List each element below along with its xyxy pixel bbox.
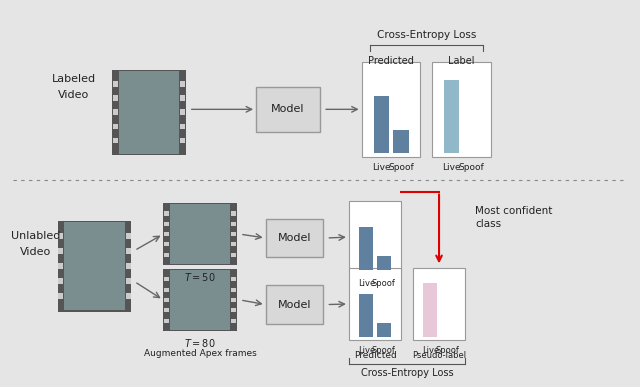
Text: Spoof: Spoof: [458, 163, 484, 171]
FancyBboxPatch shape: [163, 203, 237, 265]
Text: Video: Video: [58, 90, 89, 100]
FancyBboxPatch shape: [424, 283, 437, 337]
Text: Cross-Entropy Loss: Cross-Entropy Loss: [361, 368, 453, 378]
FancyBboxPatch shape: [164, 211, 169, 216]
FancyBboxPatch shape: [362, 62, 420, 157]
FancyBboxPatch shape: [231, 211, 236, 216]
Text: Unlabled: Unlabled: [10, 231, 60, 241]
FancyBboxPatch shape: [125, 278, 131, 284]
FancyBboxPatch shape: [64, 222, 125, 310]
FancyBboxPatch shape: [231, 253, 236, 257]
FancyBboxPatch shape: [180, 110, 185, 115]
FancyBboxPatch shape: [231, 319, 236, 323]
FancyBboxPatch shape: [125, 263, 131, 269]
FancyBboxPatch shape: [170, 204, 230, 264]
FancyBboxPatch shape: [58, 248, 63, 254]
FancyBboxPatch shape: [164, 253, 169, 257]
Text: Live: Live: [358, 346, 375, 354]
Text: Live: Live: [442, 163, 461, 171]
FancyBboxPatch shape: [180, 81, 185, 87]
Text: Live: Live: [422, 346, 439, 354]
FancyBboxPatch shape: [170, 270, 230, 330]
FancyBboxPatch shape: [360, 294, 373, 337]
FancyBboxPatch shape: [164, 319, 169, 323]
Text: Model: Model: [278, 233, 311, 243]
FancyBboxPatch shape: [112, 70, 186, 155]
Text: Live: Live: [358, 279, 375, 288]
Text: Label: Label: [448, 56, 475, 66]
FancyBboxPatch shape: [164, 288, 169, 292]
FancyBboxPatch shape: [266, 285, 323, 324]
Text: Model: Model: [278, 300, 311, 310]
FancyBboxPatch shape: [164, 222, 169, 226]
FancyBboxPatch shape: [432, 62, 491, 157]
FancyBboxPatch shape: [125, 248, 131, 254]
FancyBboxPatch shape: [180, 95, 185, 101]
Text: Spoof: Spoof: [372, 346, 396, 354]
FancyBboxPatch shape: [231, 232, 236, 236]
Text: Predicted: Predicted: [354, 351, 396, 360]
FancyBboxPatch shape: [444, 79, 460, 153]
FancyBboxPatch shape: [349, 201, 401, 273]
Text: Augmented Apex frames: Augmented Apex frames: [143, 349, 257, 358]
FancyBboxPatch shape: [113, 110, 118, 115]
FancyBboxPatch shape: [231, 277, 236, 281]
Text: Spoof: Spoof: [436, 346, 460, 354]
FancyBboxPatch shape: [393, 130, 408, 153]
FancyBboxPatch shape: [118, 71, 179, 154]
FancyBboxPatch shape: [256, 87, 320, 132]
FancyBboxPatch shape: [163, 269, 237, 331]
FancyBboxPatch shape: [377, 323, 390, 337]
Text: Pseudo-label: Pseudo-label: [412, 351, 466, 360]
FancyBboxPatch shape: [164, 308, 169, 312]
FancyBboxPatch shape: [125, 293, 131, 299]
FancyBboxPatch shape: [58, 263, 63, 269]
FancyBboxPatch shape: [231, 222, 236, 226]
FancyBboxPatch shape: [360, 227, 373, 270]
FancyBboxPatch shape: [58, 293, 63, 299]
FancyBboxPatch shape: [374, 96, 389, 153]
FancyBboxPatch shape: [266, 219, 323, 257]
FancyBboxPatch shape: [113, 81, 118, 87]
FancyBboxPatch shape: [231, 242, 236, 247]
FancyBboxPatch shape: [180, 124, 185, 129]
FancyBboxPatch shape: [180, 138, 185, 143]
FancyBboxPatch shape: [113, 124, 118, 129]
Text: class: class: [475, 219, 501, 229]
FancyBboxPatch shape: [349, 268, 401, 340]
Text: Model: Model: [271, 104, 305, 114]
Text: Spoof: Spoof: [372, 279, 396, 288]
Text: $T=50$: $T=50$: [184, 271, 216, 283]
Text: Spoof: Spoof: [388, 163, 413, 171]
FancyBboxPatch shape: [113, 138, 118, 143]
Text: $T=80$: $T=80$: [184, 337, 216, 349]
FancyBboxPatch shape: [164, 232, 169, 236]
FancyBboxPatch shape: [58, 233, 63, 239]
Text: Predicted: Predicted: [368, 56, 414, 66]
Text: Labeled: Labeled: [52, 74, 95, 84]
Text: Live: Live: [372, 163, 390, 171]
FancyBboxPatch shape: [231, 288, 236, 292]
FancyBboxPatch shape: [164, 242, 169, 247]
FancyBboxPatch shape: [113, 95, 118, 101]
FancyBboxPatch shape: [164, 277, 169, 281]
FancyBboxPatch shape: [58, 221, 131, 312]
FancyBboxPatch shape: [231, 298, 236, 302]
FancyBboxPatch shape: [413, 268, 465, 340]
FancyBboxPatch shape: [125, 233, 131, 239]
FancyBboxPatch shape: [231, 308, 236, 312]
FancyBboxPatch shape: [58, 278, 63, 284]
FancyBboxPatch shape: [164, 298, 169, 302]
FancyBboxPatch shape: [377, 256, 390, 270]
Text: Cross-Entropy Loss: Cross-Entropy Loss: [377, 30, 476, 40]
Text: Most confident: Most confident: [475, 206, 552, 216]
Text: Video: Video: [20, 247, 51, 257]
